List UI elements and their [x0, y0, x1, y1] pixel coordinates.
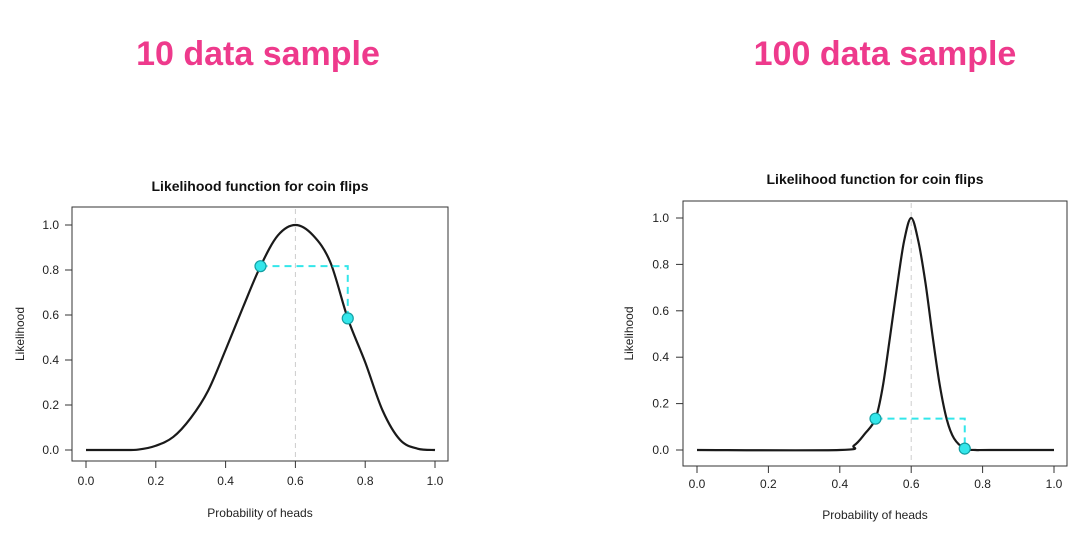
x-tick-label: 0.6 — [903, 477, 920, 491]
y-tick-label: 0.2 — [42, 398, 59, 412]
chart-title: Likelihood function for coin flips — [767, 171, 984, 187]
x-axis-label: Probability of heads — [207, 506, 312, 520]
y-axis-label: Likelihood — [622, 306, 636, 360]
highlighted-point — [958, 442, 971, 455]
left-headline: 10 data sample — [136, 35, 380, 73]
x-tick-label: 0.2 — [760, 477, 777, 491]
x-tick-label: 1.0 — [1046, 477, 1063, 491]
y-tick-label: 0.6 — [652, 304, 669, 318]
x-tick-label: 0.8 — [357, 474, 374, 488]
y-tick-label: 0.6 — [42, 308, 59, 322]
y-tick-label: 0.4 — [652, 350, 669, 364]
chart-title: Likelihood function for coin flips — [152, 178, 369, 194]
x-tick-label: 0.0 — [78, 474, 95, 488]
y-axis-label: Likelihood — [13, 307, 27, 361]
x-axis-label: Probability of heads — [822, 508, 927, 522]
plot-frame — [682, 200, 1068, 467]
highlighted-point — [869, 412, 882, 425]
x-tick-label: 0.4 — [831, 477, 848, 491]
y-tick-label: 0.4 — [42, 353, 59, 367]
plot-frame — [71, 206, 449, 462]
y-tick-label: 1.0 — [652, 211, 669, 225]
y-tick-label: 0.0 — [652, 443, 669, 457]
y-tick-label: 0.0 — [42, 443, 59, 457]
highlighted-point — [254, 260, 267, 273]
y-tick-label: 0.8 — [652, 257, 669, 271]
x-tick-label: 0.0 — [689, 477, 706, 491]
x-tick-label: 0.4 — [217, 474, 234, 488]
x-tick-label: 1.0 — [427, 474, 444, 488]
y-tick-label: 0.2 — [652, 397, 669, 411]
likelihood-difference-connector — [875, 417, 966, 449]
right-headline: 100 data sample — [753, 35, 1017, 73]
y-tick-label: 1.0 — [42, 218, 59, 232]
highlighted-point — [341, 312, 354, 325]
x-tick-label: 0.2 — [147, 474, 164, 488]
x-tick-label: 0.8 — [974, 477, 991, 491]
likelihood-difference-connector — [260, 265, 349, 319]
y-tick-label: 0.8 — [42, 263, 59, 277]
x-tick-label: 0.6 — [287, 474, 304, 488]
